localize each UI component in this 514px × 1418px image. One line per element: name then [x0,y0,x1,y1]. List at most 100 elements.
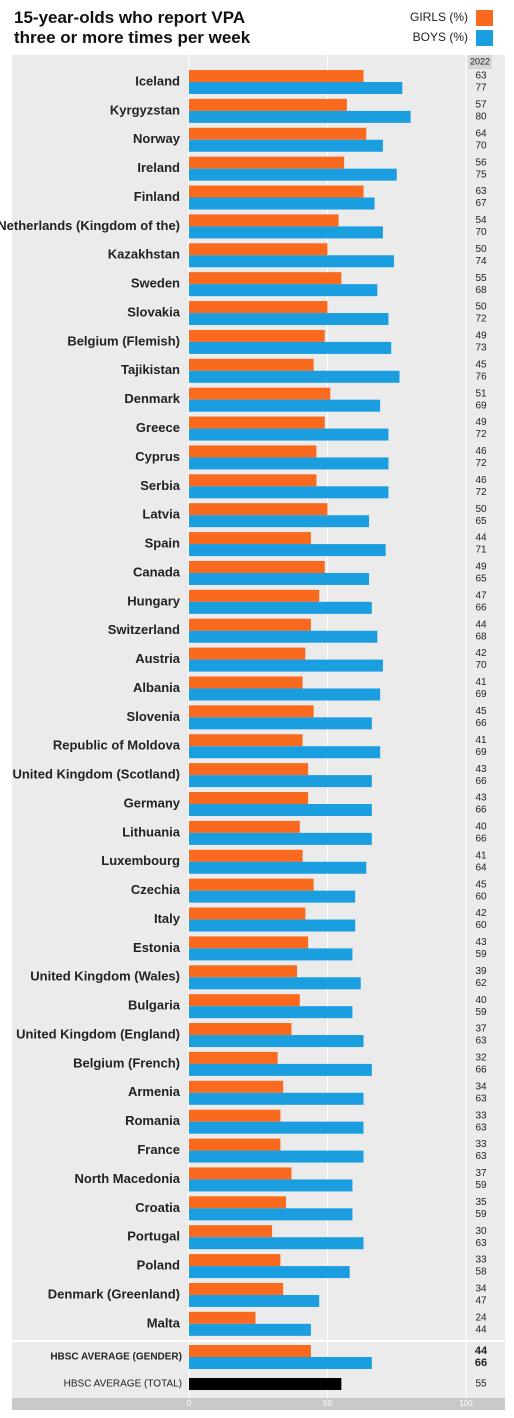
x-tick-label: 0 [187,1399,192,1408]
bar [189,676,303,689]
bar [189,1179,353,1192]
value-label: 59 [475,1209,487,1220]
category-label: Poland [137,1258,180,1273]
value-label: 37 [475,1168,487,1179]
bar [189,1294,320,1307]
value-label: 66 [475,834,487,845]
bar [189,994,300,1007]
category-label: North Macedonia [75,1171,181,1186]
category-label: Sweden [131,276,180,291]
value-label: 63 [475,1151,487,1162]
bar [189,255,394,268]
bar [189,792,309,804]
value-label: 64 [475,862,487,873]
value-label: 72 [475,487,487,498]
value-label: 63 [475,71,487,82]
bar [189,601,372,614]
value-label: 59 [475,949,487,960]
category-label: Canada [133,564,181,579]
bar [189,474,317,487]
category-label: Slovakia [127,304,181,319]
bar [189,1266,350,1279]
value-label: 65 [475,574,487,585]
bar [189,243,328,256]
bar [189,515,370,528]
bar [189,127,367,140]
bar [189,214,339,227]
category-label: Serbia [140,478,181,493]
bar [189,849,303,862]
value-label: 49 [475,562,487,573]
category-label: Kyrgyzstan [110,102,180,117]
bar [189,572,370,585]
bar [189,717,372,730]
bar [189,560,325,573]
category-label: Bulgaria [128,998,181,1013]
bar [189,416,325,429]
value-label: 41 [475,677,487,688]
value-label: 41 [475,735,487,746]
category-label: Norway [133,131,181,146]
value-label: 66 [475,602,487,613]
bar [189,861,367,874]
category-label: Tajikistan [121,362,180,377]
value-label: 70 [475,140,487,151]
value-label: 50 [475,302,487,313]
bar [189,1092,364,1105]
value-label: 33 [475,1255,487,1266]
bar [189,1063,372,1076]
value-label: 41 [475,850,487,861]
value-label: 33 [475,1139,487,1150]
category-label: United Kingdom (Scotland) [12,767,180,782]
value-label: 54 [475,215,487,226]
value-label: 68 [475,285,487,296]
total-label: HBSC AVERAGE (TOTAL) [64,1379,182,1390]
bar [189,197,375,210]
value-label: 45 [475,879,487,890]
bar [189,156,345,169]
x-tick-label: 100 [459,1399,473,1408]
legend-swatch [476,10,493,26]
value-label: 60 [475,891,487,902]
bar [189,763,309,776]
category-label: Ireland [137,160,180,175]
value-label: 72 [475,314,487,325]
legend-label: BOYS (%) [413,30,468,44]
category-label: Belgium (Flemish) [67,333,180,348]
category-label: Slovenia [127,709,181,724]
category-label: Netherlands (Kingdom of the) [0,218,180,233]
value-label: 39 [475,966,487,977]
category-label: Finland [134,189,180,204]
bar [189,1035,364,1048]
value-label: 40 [475,995,487,1006]
value-label: 47 [475,1296,487,1307]
bar [189,948,353,961]
bar [189,618,311,631]
value-label: 72 [475,429,487,440]
value-label: 77 [475,83,487,94]
value-label: 75 [475,169,487,180]
bar [189,532,311,545]
bar [189,358,314,371]
value-label: 72 [475,458,487,469]
category-label: Romania [125,1113,181,1128]
value-label: 44 [475,619,487,630]
category-label: Lithuania [122,824,181,839]
value-label: 46 [475,475,487,486]
bar [189,1150,364,1163]
value-label: 71 [475,545,487,556]
legend-label: GIRLS (%) [410,10,468,24]
value-label: 66 [475,718,487,729]
bar [189,977,361,990]
value-label: 69 [475,747,487,758]
value-label: 43 [475,793,487,804]
category-label: Austria [135,651,181,666]
value-label: 55 [475,273,487,284]
bar [189,1109,281,1122]
bar [189,272,342,285]
bar [189,688,381,701]
value-label: 43 [475,764,487,775]
bar [189,1006,353,1019]
bar [189,139,383,152]
